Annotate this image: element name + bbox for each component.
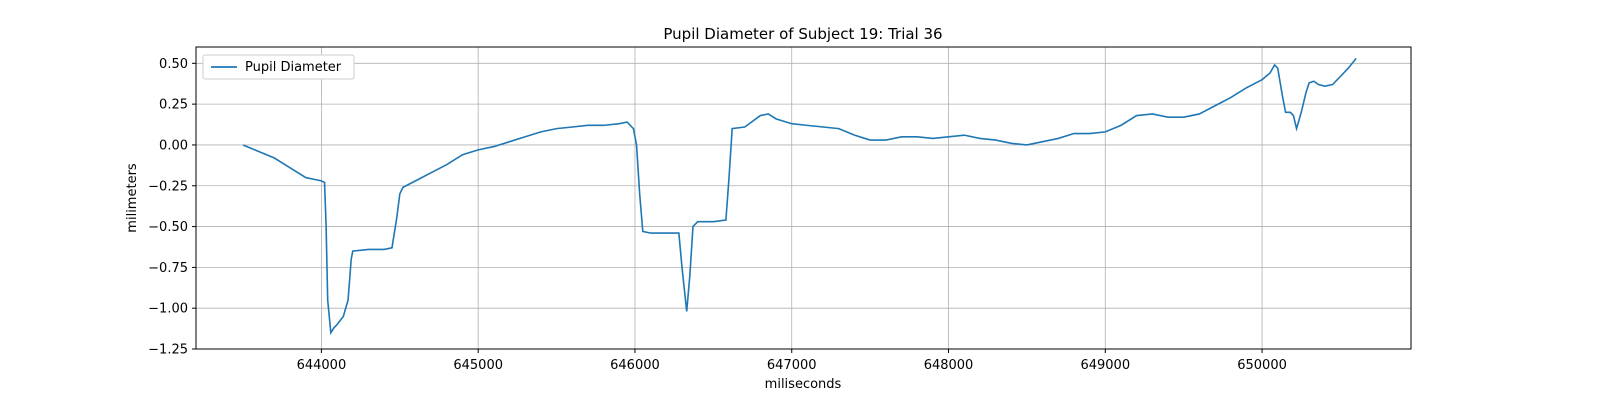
y-tick-label: −0.25	[148, 179, 188, 194]
legend-label: Pupil Diameter	[245, 60, 342, 75]
legend-box	[202, 54, 355, 80]
y-axis-label: milimeters	[125, 163, 140, 233]
x-axis-label: miliseconds	[765, 377, 842, 392]
x-tick-label: 644000	[297, 358, 347, 373]
series-line-pupil-diameter	[242, 57, 1357, 336]
x-tick-label: 648000	[924, 358, 974, 373]
y-tick-label: 0.25	[159, 98, 188, 113]
legend: Pupil Diameter	[202, 54, 355, 80]
y-axis-ticks: −1.25 −1.00 −0.75 −0.50 −0.25 0.00 0.25 0.50	[148, 57, 196, 358]
x-tick-label: 650000	[1237, 358, 1287, 373]
plot-frame	[195, 46, 1412, 350]
y-tick-label: −1.00	[148, 302, 188, 317]
y-tick-label: −0.75	[148, 261, 188, 276]
y-tick-label: −0.50	[148, 220, 188, 235]
x-tick-label: 649000	[1080, 358, 1130, 373]
y-tick-label: 0.50	[159, 57, 188, 72]
chart-title: Pupil Diameter of Subject 19: Trial 36	[663, 25, 942, 43]
x-tick-label: 645000	[453, 358, 503, 373]
x-tick-label: 647000	[767, 358, 817, 373]
x-tick-label: 646000	[610, 358, 660, 373]
y-tick-label: −1.25	[148, 343, 188, 358]
y-tick-label: 0.00	[159, 138, 188, 153]
x-axis-ticks: 644000 645000 646000 647000 648000 649000 6500…	[297, 349, 1287, 373]
